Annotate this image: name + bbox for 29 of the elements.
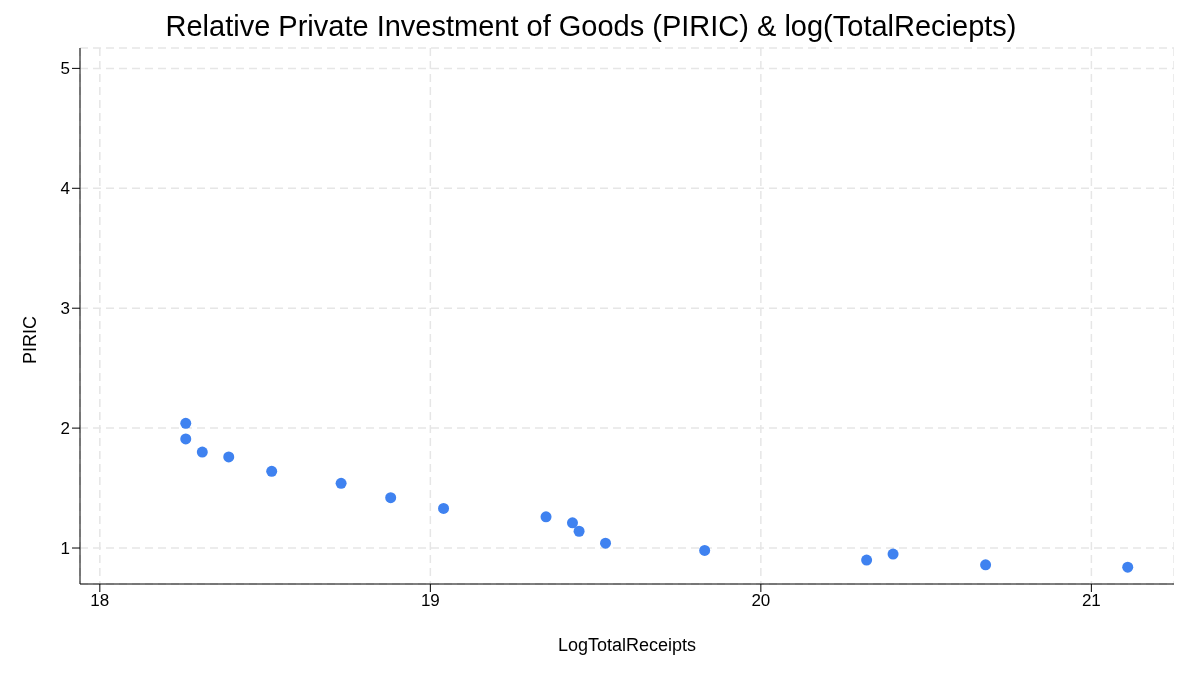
point	[438, 502, 450, 514]
point	[540, 511, 552, 523]
point	[223, 451, 235, 463]
point	[1122, 561, 1134, 573]
x-tick-label: 18	[90, 591, 110, 611]
point	[196, 446, 208, 458]
point	[600, 537, 612, 549]
x-tick-label: 21	[1081, 591, 1101, 611]
y-tick-label: 2	[60, 419, 70, 439]
y-tick-label: 3	[60, 299, 70, 319]
chart-title: Relative Private Investment of Goods (PIRIC) & log(TotalReciepts)	[164, 9, 1018, 44]
y-tick-label: 5	[60, 59, 70, 79]
point	[699, 544, 711, 556]
y-tick-label: 4	[60, 179, 70, 199]
point	[980, 559, 992, 571]
point	[180, 417, 192, 429]
y-tick-label: 1	[60, 539, 70, 559]
point	[861, 554, 873, 566]
point	[385, 492, 397, 504]
point	[266, 465, 278, 477]
point	[180, 433, 192, 445]
point	[573, 525, 585, 537]
y-axis-title: PIRIC	[20, 316, 41, 365]
point	[335, 477, 347, 489]
x-tick-label: 20	[751, 591, 771, 611]
x-tick-label: 19	[420, 591, 440, 611]
x-axis-title: LogTotalReceipts	[557, 634, 697, 655]
point	[887, 548, 899, 560]
point	[566, 517, 578, 529]
